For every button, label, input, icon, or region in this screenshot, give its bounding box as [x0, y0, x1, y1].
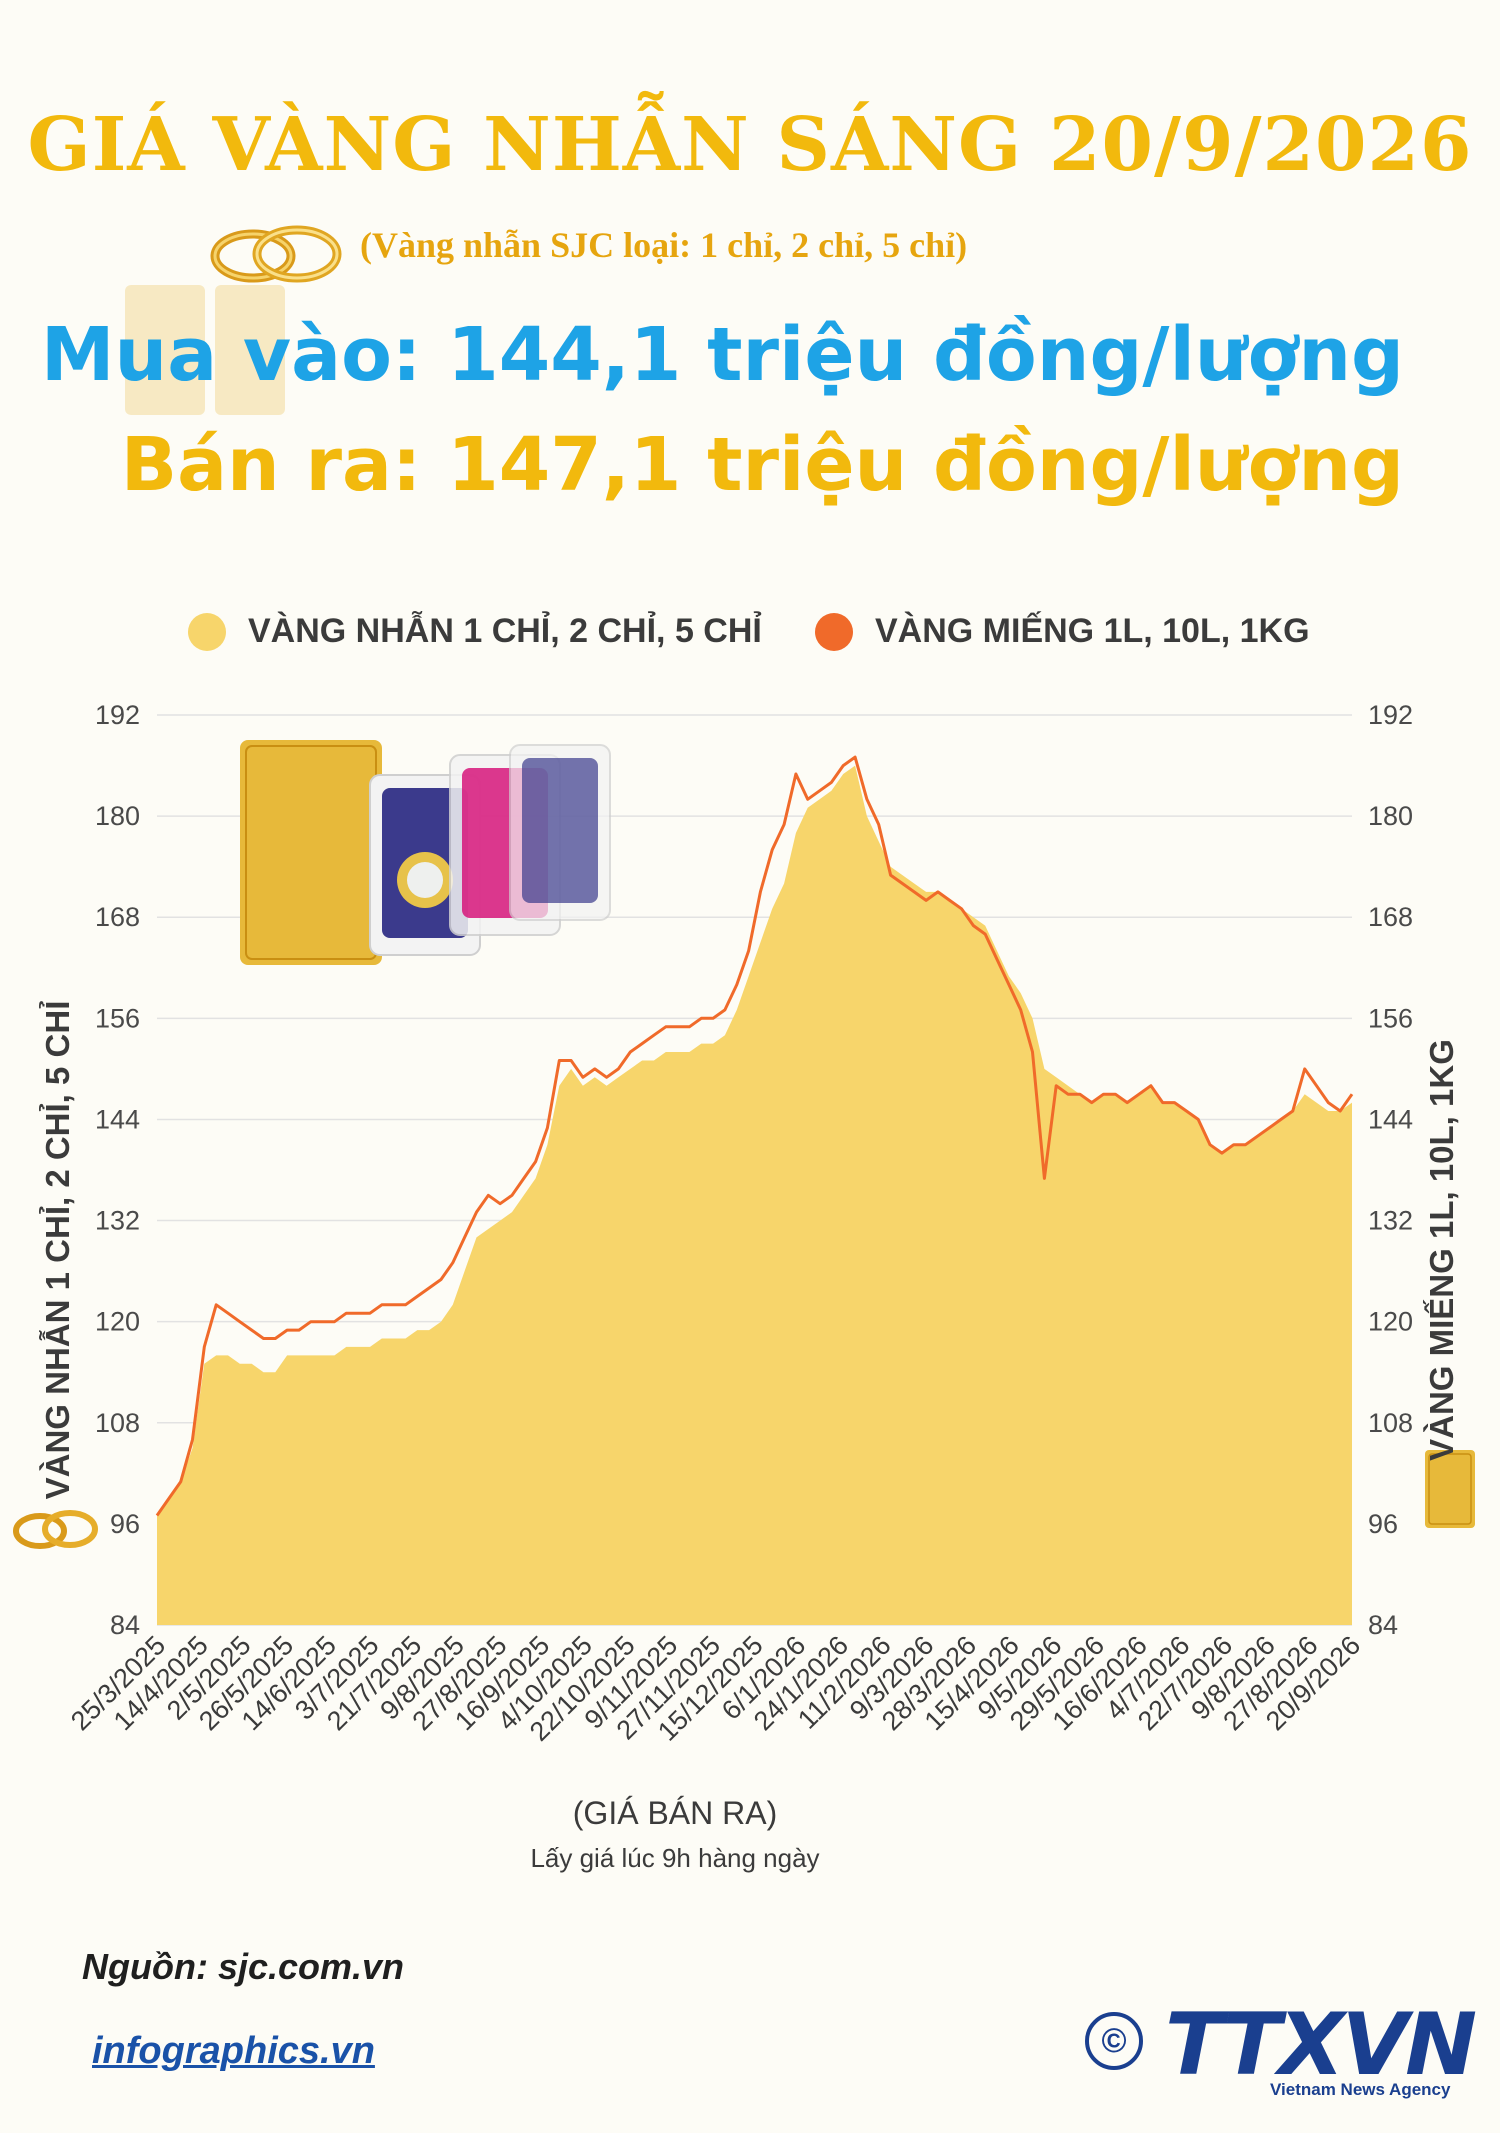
- y-tick-right: 96: [1368, 1509, 1398, 1539]
- legend-bar-marker: [815, 612, 853, 651]
- ttxvn-logo: TTXVN: [1165, 1995, 1477, 2095]
- y-tick-right: 180: [1368, 801, 1413, 831]
- gold-price-chart: 84 84 96 96 108 108 120 120 132 132 144 144 156 156 16…: [13, 700, 1475, 1747]
- page-title: GIÁ VÀNG NHẪN SÁNG 20/9/2026: [27, 102, 1473, 188]
- legend-bar-label: VÀNG MIẾNG 1L, 10L, 1KG: [875, 612, 1310, 650]
- y-tick-right: 108: [1368, 1408, 1413, 1438]
- sjc-ring-card-icon: [240, 740, 611, 965]
- sjc-gold-bar-icon: [1425, 1450, 1475, 1528]
- y-tick-left: 96: [110, 1509, 140, 1539]
- y-tick-right: 120: [1368, 1307, 1413, 1337]
- y-tick-left: 192: [95, 700, 140, 730]
- y-tick-right: 192: [1368, 700, 1413, 730]
- legend-bar: VÀNG MIẾNG 1L, 10L, 1KG: [815, 612, 1310, 651]
- gold-rings-icon: [13, 1510, 98, 1549]
- y-tick-left: 144: [95, 1104, 140, 1134]
- y-tick-left: 180: [95, 801, 140, 831]
- y-tick-right: 144: [1368, 1104, 1413, 1134]
- website-link[interactable]: infographics.vn: [92, 2030, 375, 2072]
- legend-ring-marker: [188, 612, 226, 651]
- series-ring-area: [157, 765, 1352, 1625]
- y-tick-left: 120: [95, 1307, 140, 1337]
- sell-price: Bán ra: 147,1 triệu đồng/lượng: [120, 422, 1404, 508]
- x-axis-label: (GIÁ BÁN RA): [572, 1795, 778, 1831]
- gold-rings-icon: [205, 218, 345, 293]
- chart-note: Lấy giá lúc 9h hàng ngày: [530, 1843, 820, 1873]
- y-tick-left: 132: [95, 1206, 140, 1236]
- y-tick-left: 108: [95, 1408, 140, 1438]
- source-label: Nguồn: sjc.com.vn: [82, 1946, 405, 1987]
- copyright-icon: ©: [1085, 2012, 1143, 2070]
- legend-ring: VÀNG NHẪN 1 CHỈ, 2 CHỈ, 5 CHỈ: [188, 612, 762, 651]
- y-tick-right: 156: [1368, 1003, 1413, 1033]
- y-tick-left: 168: [95, 902, 140, 932]
- gold-bar-icon: [120, 275, 290, 450]
- legend-ring-label: VÀNG NHẪN 1 CHỈ, 2 CHỈ, 5 CHỈ: [248, 612, 762, 650]
- y-tick-right: 168: [1368, 902, 1413, 932]
- y-tick-right: 84: [1368, 1610, 1398, 1640]
- subtitle: (Vàng nhẫn SJC loại: 1 chỉ, 2 chỉ, 5 chỉ…: [360, 225, 968, 265]
- series-bar-line: [155, 755, 1354, 1517]
- y-axis-label-left: VÀNG NHẪN 1 CHỈ, 2 CHỈ, 5 CHỈ: [39, 1000, 76, 1500]
- ttxvn-tagline: Vietnam News Agency: [1270, 2080, 1451, 2099]
- y-axis-label-right: VÀNG MIẾNG 1L, 10L, 1KG: [1423, 1039, 1460, 1461]
- y-tick-right: 132: [1368, 1206, 1413, 1236]
- y-tick-left: 156: [95, 1003, 140, 1033]
- y-tick-left: 84: [110, 1610, 140, 1640]
- buy-price: Mua vào: 144,1 triệu đồng/lượng: [40, 312, 1404, 398]
